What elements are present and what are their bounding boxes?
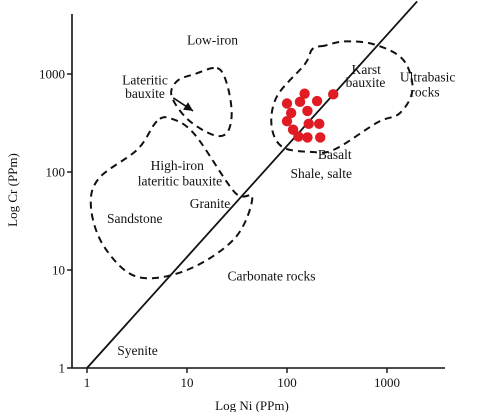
data-point <box>302 105 313 117</box>
region-label: Low-iron <box>187 32 238 47</box>
data-point <box>303 118 314 130</box>
x-tick-label: 1000 <box>374 375 400 390</box>
region-label: Ultrabasic <box>400 69 455 84</box>
x-tick-label: 1 <box>84 375 91 390</box>
data-point <box>315 132 326 143</box>
data-point <box>314 118 325 130</box>
x-axis-label: Log Ni (PPm) <box>215 398 289 412</box>
region-label: Sandstone <box>107 211 163 226</box>
data-point <box>293 131 304 142</box>
reference-line <box>86 0 418 369</box>
region-label: Shale, salte <box>291 166 352 181</box>
arrow-head <box>183 102 194 111</box>
region-label: Lateritic <box>122 73 168 88</box>
region-label: bauxite <box>346 75 386 90</box>
y-tick-label: 1 <box>59 361 66 376</box>
region-label: bauxite <box>125 86 165 101</box>
data-points <box>281 88 339 143</box>
data-point <box>281 98 293 109</box>
y-tick-label: 10 <box>52 263 65 278</box>
y-tick-label: 1000 <box>39 67 65 82</box>
axes: 1 10 100 1000 1 10 100 1000 <box>39 14 445 390</box>
region-label: Granite <box>190 196 230 211</box>
y-axis-label: Log Cr (PPm) <box>5 153 20 227</box>
data-point <box>302 132 313 143</box>
region-label: Karst <box>352 62 381 77</box>
region-label: rocks <box>410 84 439 99</box>
region-outline-3 <box>270 40 414 154</box>
data-point <box>311 95 323 107</box>
axis-ticks: 1 10 100 1000 1 10 100 1000 <box>39 67 400 391</box>
data-point <box>294 96 306 108</box>
region-outlines <box>89 40 414 280</box>
region-label: Syenite <box>117 343 158 358</box>
arrow <box>172 97 194 112</box>
region-outline-2 <box>89 116 254 280</box>
region-label: lateritic bauxite <box>138 173 222 188</box>
region-label: High-iron <box>151 158 204 173</box>
data-point <box>328 89 339 100</box>
region-outline-1 <box>170 66 233 138</box>
x-tick-label: 10 <box>181 375 194 390</box>
y-tick-label: 100 <box>46 165 66 180</box>
x-tick-label: 100 <box>277 375 297 390</box>
region-label: Basalt <box>318 147 352 162</box>
data-point <box>281 115 293 127</box>
region-label: Carbonate rocks <box>227 269 315 284</box>
data-point <box>299 88 310 99</box>
data-point <box>285 107 297 119</box>
